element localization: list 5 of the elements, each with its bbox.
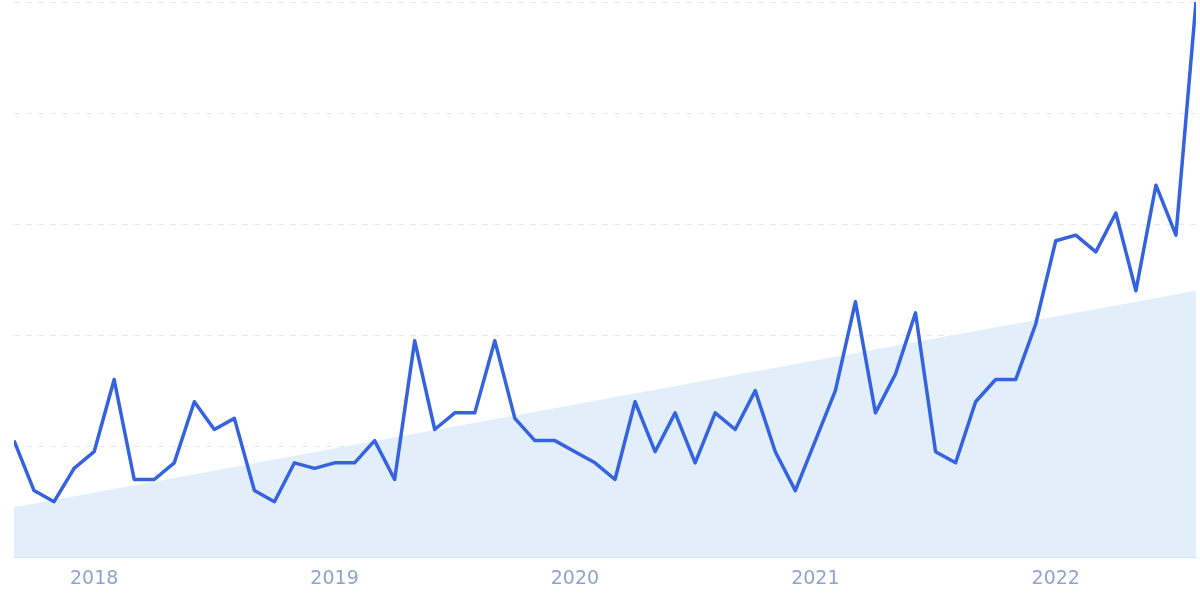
x-tick-label: 2018 [69,565,119,588]
x-tick-label: 2021 [791,565,840,588]
x-tick-label: 2020 [550,565,600,588]
x-tick-label: 2022 [1031,565,1080,588]
x-tick-label: 2019 [310,565,359,588]
